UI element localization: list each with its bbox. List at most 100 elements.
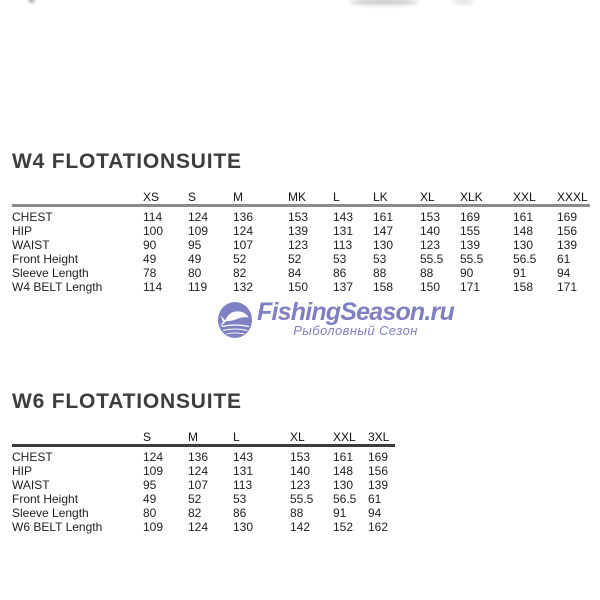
size-value: 55.5 [420, 252, 444, 266]
size-value: 147 [373, 224, 394, 238]
row-label: W4 BELT Length [12, 280, 103, 294]
size-value: 53 [333, 252, 347, 266]
column-header-xl: XL [290, 427, 333, 447]
size-value: 107 [188, 478, 209, 492]
scan-artifact [28, 0, 35, 3]
size-value: 123 [288, 238, 309, 252]
row-label: HIP [12, 464, 33, 478]
size-value: 61 [368, 492, 382, 506]
size-value: 161 [373, 210, 394, 224]
size-value: 123 [290, 478, 311, 492]
size-value: 53 [233, 492, 247, 506]
size-value: 95 [188, 238, 202, 252]
size-value: 107 [233, 238, 254, 252]
size-value: 130 [233, 520, 254, 534]
size-value: 148 [513, 224, 534, 238]
size-value: 90 [460, 266, 474, 280]
size-value: 124 [188, 520, 209, 534]
size-value: 114 [143, 210, 163, 224]
watermark-tagline: Рыболовный Сезон [293, 323, 418, 338]
size-value: 153 [420, 210, 441, 224]
scan-artifact [452, 0, 474, 4]
size-value: 113 [333, 238, 353, 252]
column-header-xlk: XLK [460, 187, 513, 207]
size-value: 130 [373, 238, 394, 252]
size-value: 119 [188, 280, 208, 294]
size-value: 88 [290, 506, 304, 520]
table-row: W6 BELT Length 109 124 130 142 152 162 [12, 520, 395, 534]
size-value: 91 [333, 506, 347, 520]
size-value: 114 [143, 280, 163, 294]
size-value: 148 [333, 464, 354, 478]
column-header-xs: XS [143, 187, 188, 207]
header-row: XS S M MK L LK XL XLK XXL XXXL [12, 187, 590, 207]
size-value: 113 [233, 478, 253, 492]
table-row: Sleeve Length 80 82 86 88 91 94 [12, 506, 395, 520]
row-label: WAIST [12, 478, 50, 492]
header-row: S M L XL XXL 3XL [12, 427, 395, 447]
size-value: 158 [373, 280, 394, 294]
column-header-xxxl: XXXL [557, 187, 590, 207]
column-header-xxl: XXL [333, 427, 368, 447]
size-value: 94 [368, 506, 382, 520]
table-row: HIP 109 124 131 140 148 156 [12, 464, 395, 478]
size-value: 153 [288, 210, 309, 224]
size-value: 171 [557, 280, 578, 294]
size-value: 136 [188, 450, 209, 464]
table-row: Front Height 49 49 52 52 53 53 55.5 55.5 56.5 61 [12, 252, 590, 266]
table-row: CHEST 124 136 143 153 161 169 [12, 446, 395, 464]
size-value: 86 [333, 266, 347, 280]
table-row: W4 BELT Length 114 119 132 150 137 158 150 171 15… [12, 280, 590, 294]
size-value: 130 [513, 238, 534, 252]
size-value: 55.5 [460, 252, 484, 266]
size-value: 52 [288, 252, 302, 266]
size-value: 56.5 [513, 252, 537, 266]
size-value: 94 [557, 266, 571, 280]
size-value: 139 [288, 224, 309, 238]
column-header-m: M [233, 187, 288, 207]
size-value: 49 [143, 252, 157, 266]
column-header-mk: MK [288, 187, 333, 207]
size-value: 139 [368, 478, 389, 492]
table-row: WAIST 90 95 107 123 113 130 123 139 130 139 [12, 238, 590, 252]
table-row: HIP 100 109 124 139 131 147 140 155 148 156 [12, 224, 590, 238]
corner-cell [12, 187, 143, 207]
size-value: 143 [333, 210, 354, 224]
row-label: Sleeve Length [12, 266, 89, 280]
size-value: 139 [557, 238, 578, 252]
size-value: 100 [143, 224, 164, 238]
size-value: 158 [513, 280, 534, 294]
size-value: 139 [460, 238, 481, 252]
size-value: 88 [420, 266, 434, 280]
w4-section-title: W4 FLOTATIONSUITE [12, 150, 242, 173]
size-value: 61 [557, 252, 571, 266]
size-value: 49 [143, 492, 157, 506]
size-value: 109 [143, 520, 164, 534]
size-value: 130 [333, 478, 354, 492]
size-value: 52 [188, 492, 202, 506]
size-value: 136 [233, 210, 254, 224]
size-value: 131 [333, 224, 354, 238]
row-label: HIP [12, 224, 33, 238]
size-value: 124 [188, 210, 209, 224]
column-header-m: M [188, 427, 233, 447]
table-row: Sleeve Length 78 80 82 84 86 88 88 90 91 94 [12, 266, 590, 280]
size-value: 90 [143, 238, 157, 252]
size-value: 143 [233, 450, 254, 464]
row-label: Front Height [12, 492, 79, 506]
size-value: 140 [420, 224, 441, 238]
column-header-lk: LK [373, 187, 420, 207]
size-value: 171 [460, 280, 481, 294]
w4-flotationsuite-section: W4 FLOTATIONSUITE XS S M MK L LK XL XLK XXL XXXL C… [12, 150, 590, 294]
size-value: 86 [233, 506, 247, 520]
w6-section-title: W6 FLOTATIONSUITE [12, 390, 242, 413]
column-header-3xl: 3XL [368, 427, 395, 447]
scan-artifact [350, 0, 418, 5]
row-label: W6 BELT Length [12, 520, 103, 534]
size-value: 49 [188, 252, 202, 266]
size-value: 162 [368, 520, 389, 534]
watermark-text: FishingSeason.ru Рыболовный Сезон [257, 299, 455, 338]
size-value: 124 [188, 464, 209, 478]
size-value: 169 [368, 450, 389, 464]
size-value: 142 [290, 520, 311, 534]
